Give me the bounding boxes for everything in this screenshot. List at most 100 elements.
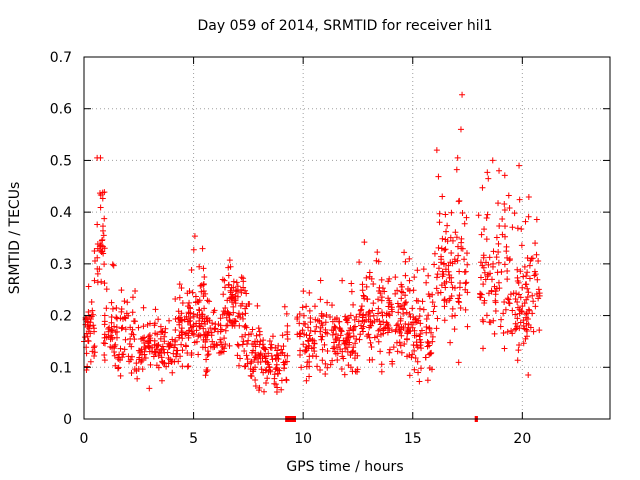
data-point xyxy=(521,263,528,270)
data-point xyxy=(363,283,370,290)
data-point xyxy=(519,303,526,310)
data-point xyxy=(204,315,211,322)
y-tick-label: 0.7 xyxy=(50,50,72,66)
data-point xyxy=(178,328,185,335)
data-point xyxy=(176,281,183,288)
data-point xyxy=(252,382,259,389)
data-point xyxy=(202,334,209,341)
data-point xyxy=(512,320,519,327)
chart-title: Day 059 of 2014, SRMTID for receiver hil… xyxy=(198,18,493,34)
data-point xyxy=(535,257,542,264)
data-point xyxy=(495,259,502,266)
data-point xyxy=(351,316,358,323)
data-point xyxy=(462,306,469,313)
data-point xyxy=(317,277,324,284)
data-point xyxy=(305,342,312,349)
data-point xyxy=(220,291,227,298)
data-point xyxy=(324,364,331,371)
data-point xyxy=(235,342,242,349)
data-point xyxy=(425,312,432,319)
data-point xyxy=(438,245,445,252)
data-point xyxy=(222,305,229,312)
data-point xyxy=(385,278,392,285)
data-point xyxy=(443,228,450,235)
data-point xyxy=(482,276,489,283)
data-point xyxy=(378,276,385,283)
data-point xyxy=(211,341,218,348)
data-point xyxy=(257,350,264,357)
data-point xyxy=(488,276,495,283)
data-point xyxy=(109,335,116,342)
data-point xyxy=(534,276,541,283)
data-point xyxy=(430,308,437,315)
data-point xyxy=(147,335,154,342)
data-point xyxy=(122,336,129,343)
data-point xyxy=(316,318,323,325)
data-point xyxy=(87,358,94,365)
data-point xyxy=(348,288,355,295)
data-point xyxy=(435,244,442,251)
data-point xyxy=(514,357,521,364)
data-point xyxy=(321,341,328,348)
data-point xyxy=(379,285,386,292)
data-point xyxy=(363,274,370,281)
data-point xyxy=(138,336,145,343)
y-tick-label: 0.3 xyxy=(50,257,72,273)
data-point xyxy=(339,277,346,284)
data-point xyxy=(442,246,449,253)
data-point xyxy=(375,327,382,334)
data-point xyxy=(86,313,93,320)
data-point xyxy=(413,339,420,346)
data-point xyxy=(233,279,240,286)
data-point xyxy=(448,209,455,216)
data-point xyxy=(344,348,351,355)
data-point xyxy=(442,284,449,291)
data-point xyxy=(203,336,210,343)
data-point xyxy=(112,362,119,369)
data-point xyxy=(392,290,399,297)
data-point xyxy=(254,302,261,309)
data-point xyxy=(219,311,226,318)
data-point xyxy=(412,355,419,362)
data-point xyxy=(335,341,342,348)
data-point xyxy=(423,323,430,330)
data-point xyxy=(238,289,245,296)
data-point xyxy=(402,320,409,327)
data-point xyxy=(313,353,320,360)
data-point xyxy=(479,262,486,269)
data-point xyxy=(439,273,446,280)
data-point xyxy=(376,326,383,333)
x-tick-label: 20 xyxy=(513,431,531,447)
data-point xyxy=(318,336,325,343)
data-point xyxy=(235,362,242,369)
data-point xyxy=(90,311,97,318)
data-point xyxy=(411,274,418,281)
data-point xyxy=(477,291,484,298)
data-point xyxy=(352,368,359,375)
data-point xyxy=(365,331,372,338)
data-point xyxy=(261,388,268,395)
data-point xyxy=(462,286,469,293)
data-point xyxy=(530,328,537,335)
data-point xyxy=(524,285,531,292)
data-point xyxy=(232,318,239,325)
data-point xyxy=(481,297,488,304)
data-point xyxy=(158,354,165,361)
data-point xyxy=(411,347,418,354)
y-tick-label: 0.5 xyxy=(50,153,72,169)
data-point xyxy=(94,270,101,277)
data-point xyxy=(385,322,392,329)
data-point xyxy=(514,266,521,273)
data-point xyxy=(306,307,313,314)
data-point xyxy=(119,354,126,361)
data-point xyxy=(409,305,416,312)
data-point xyxy=(410,314,417,321)
data-point xyxy=(388,327,395,334)
data-point xyxy=(360,328,367,335)
data-point xyxy=(501,298,508,305)
data-point xyxy=(375,310,382,317)
data-point xyxy=(306,373,313,380)
data-point xyxy=(336,324,343,331)
data-point xyxy=(243,352,250,359)
data-point xyxy=(109,344,116,351)
